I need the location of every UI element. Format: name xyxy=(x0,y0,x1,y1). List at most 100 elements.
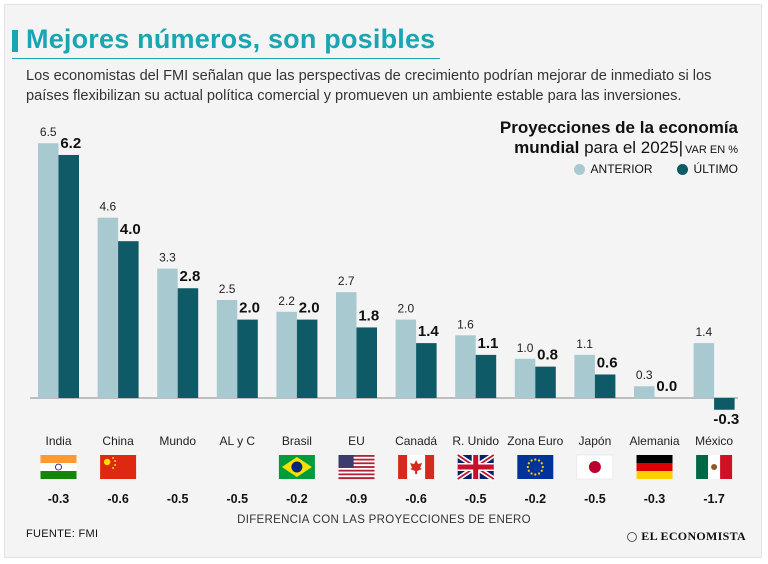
bar-anterior xyxy=(38,143,59,398)
data-label-ultimo: 0.8 xyxy=(537,347,558,364)
difference-value: -0.9 xyxy=(346,492,368,506)
brand-logo: EL ECONOMISTA xyxy=(627,529,746,544)
data-label-anterior: 4.6 xyxy=(100,200,117,214)
bar-anterior xyxy=(216,300,238,398)
canada-flag xyxy=(398,455,435,479)
bar-ultimo xyxy=(535,366,556,398)
legend-swatch-ultimo xyxy=(676,163,688,175)
difference-value: -0.3 xyxy=(644,492,666,506)
data-label-ultimo: 2.8 xyxy=(180,268,201,285)
data-label-anterior: 2.7 xyxy=(338,274,355,288)
legend-item-anterior: ANTERIOR xyxy=(573,162,653,176)
data-label-ultimo: 2.0 xyxy=(299,300,320,317)
bar-ultimo xyxy=(296,319,318,398)
bar-ultimo xyxy=(714,398,735,410)
source-note: FUENTE: FMI xyxy=(26,528,99,540)
usa-flag xyxy=(338,455,375,480)
data-label-anterior: 1.6 xyxy=(457,317,474,331)
data-label-ultimo: -0.3 xyxy=(713,411,739,428)
data-label-anterior: 2.5 xyxy=(219,282,236,296)
legend-item-ultimo: ÚLTIMO xyxy=(676,162,738,176)
data-label-ultimo: 4.0 xyxy=(120,221,141,238)
data-label-anterior: 1.1 xyxy=(576,337,593,351)
data-label-ultimo: 0.0 xyxy=(656,378,677,395)
category-label: México xyxy=(695,434,733,448)
bar-anterior xyxy=(97,217,119,398)
difference-caption: DIFERENCIA CON LAS PROYECCIONES DE ENERO xyxy=(237,514,531,526)
bar-anterior xyxy=(157,268,178,398)
difference-value: -0.5 xyxy=(465,492,487,506)
chart-heading-line2: mundial para el 2025| VAR EN % xyxy=(500,138,738,160)
chart-heading-bold: mundial xyxy=(514,138,580,157)
bar-ultimo xyxy=(475,354,497,398)
legend-label-ultimo: ÚLTIMO xyxy=(693,162,738,176)
bar-ultimo xyxy=(177,288,199,398)
japan-flag xyxy=(576,454,614,480)
brand-icon xyxy=(627,531,638,542)
data-label-ultimo: 6.2 xyxy=(60,135,81,152)
data-label-ultimo: 1.1 xyxy=(478,335,499,352)
mexico-flag xyxy=(696,455,733,479)
bar-ultimo xyxy=(356,327,377,398)
category-label: EU xyxy=(348,434,365,448)
category-label: AL y C xyxy=(220,434,256,448)
uk-flag xyxy=(456,452,496,482)
bar-anterior xyxy=(276,311,297,398)
data-label-ultimo: 0.6 xyxy=(597,354,618,371)
legend-label-anterior: ANTERIOR xyxy=(590,162,653,176)
title-accent-bar xyxy=(12,30,18,52)
data-label-anterior: 1.0 xyxy=(517,341,534,355)
india-flag xyxy=(40,455,77,479)
data-label-ultimo: 1.4 xyxy=(418,323,440,340)
bar-ultimo xyxy=(237,319,258,398)
difference-value: -0.5 xyxy=(227,492,249,506)
difference-value: -0.5 xyxy=(167,492,189,506)
difference-value: -0.2 xyxy=(525,492,547,506)
category-label: Mundo xyxy=(159,434,196,448)
category-label: Japón xyxy=(579,434,612,448)
bar-anterior xyxy=(455,335,476,398)
data-label-anterior: 6.5 xyxy=(40,125,57,139)
data-label-anterior: 1.4 xyxy=(696,325,713,339)
data-label-anterior: 3.3 xyxy=(159,251,176,265)
chart-heading-line1: Proyecciones de la economía xyxy=(499,118,738,137)
chart-heading-unit: VAR EN % xyxy=(685,144,738,156)
bar-anterior xyxy=(514,358,536,398)
difference-value: -0.6 xyxy=(405,492,427,506)
bar-anterior xyxy=(693,343,715,398)
difference-value: -0.6 xyxy=(107,492,129,506)
data-label-anterior: 2.2 xyxy=(278,294,295,308)
page-subtitle: Los economistas del FMI señalan que las … xyxy=(26,68,712,104)
brazil-flag xyxy=(278,455,315,479)
data-label-anterior: 0.3 xyxy=(636,368,653,382)
china-flag xyxy=(100,455,137,479)
difference-value: -0.2 xyxy=(286,492,308,506)
category-label: Canadá xyxy=(395,434,437,448)
difference-value: -0.3 xyxy=(48,492,70,506)
bar-ultimo xyxy=(58,154,79,398)
category-label: China xyxy=(102,434,134,448)
category-label: Zona Euro xyxy=(507,434,563,448)
data-label-ultimo: 1.8 xyxy=(358,307,379,324)
category-label: India xyxy=(45,434,71,448)
page-title: Mejores números, son posibles xyxy=(26,24,436,54)
data-label-anterior: 2.0 xyxy=(398,302,415,316)
chart-legend: ANTERIOR ÚLTIMO xyxy=(573,162,738,176)
bar-ultimo xyxy=(594,374,616,398)
category-label: Brasil xyxy=(282,434,312,448)
bar-anterior xyxy=(574,354,595,398)
difference-value: -1.7 xyxy=(703,492,725,506)
bar-anterior xyxy=(634,386,655,398)
difference-value: -0.5 xyxy=(584,492,606,506)
bar-ultimo xyxy=(118,241,139,398)
bar-anterior xyxy=(336,292,357,398)
brand-name: EL ECONOMISTA xyxy=(641,529,746,543)
bar-ultimo xyxy=(416,343,437,398)
eu-flag xyxy=(517,455,554,479)
category-label: R. Unido xyxy=(452,434,499,448)
germany-flag xyxy=(636,455,673,479)
bar-anterior xyxy=(395,319,417,398)
data-label-ultimo: 2.0 xyxy=(239,300,260,317)
chart-heading-year: para el 2025| xyxy=(579,138,684,157)
